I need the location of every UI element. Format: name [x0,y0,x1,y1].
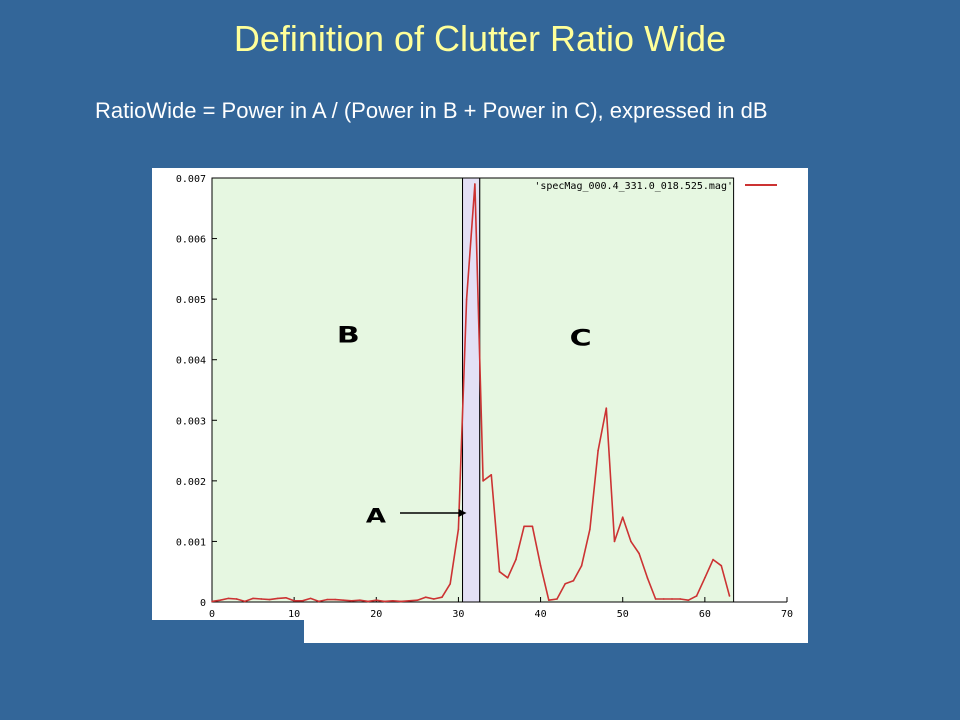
series-point [597,449,599,452]
legend: 'specMag_000.4_331.0_018.525.mag' [534,181,777,192]
series-point [408,599,410,602]
series-point [276,597,279,600]
series-point [285,596,287,599]
ticks: 0 10 20 30 40 50 60 70 0 0.001 0.002 0.003 0.004 0.00… [176,174,793,620]
series-point [342,599,345,601]
series-point [671,598,673,600]
series-point [432,598,435,600]
series-point [654,598,657,600]
x-tick-label: 50 [617,609,629,620]
series-point [309,597,312,600]
series-point [474,183,476,185]
series-point [695,595,698,597]
series-point [531,525,534,528]
region-label-c: C [570,325,592,351]
series-point [465,298,468,300]
legend-entry-label: 'specMag_000.4_331.0_018.525.mag' [534,181,733,192]
series-point [539,564,542,567]
series-point [375,599,378,601]
series-point [687,599,690,601]
x-tick-label: 30 [452,609,464,620]
series-point [589,528,591,531]
y-tick-label: 0.006 [176,235,206,246]
x-tick-label: 60 [699,609,711,620]
series-point [424,596,427,598]
series-point [662,598,665,600]
x-tick-label: 0 [209,609,215,620]
series-point [712,558,714,561]
series-point [244,600,246,603]
annotation-a-label: A [366,506,386,528]
series-point [301,599,304,602]
series-point [613,540,616,543]
series-point [219,599,222,601]
series-point [490,474,493,476]
slide-subtitle: RatioWide = Power in A / (Power in B + P… [95,98,768,123]
series-point [679,598,682,600]
series-point [457,528,460,531]
series-point [704,576,706,579]
series-point [630,540,632,543]
y-tick-label: 0.007 [176,174,206,185]
series-point [317,600,320,603]
series-point [564,583,567,585]
x-tick-label: 40 [535,609,547,620]
y-tick-label: 0 [200,598,206,609]
y-tick-label: 0.004 [176,356,206,367]
region-b [211,177,464,603]
series-point [383,600,386,603]
series-point [416,599,419,601]
axes [211,178,787,603]
series-point [638,552,640,555]
series-point [334,598,337,601]
series-point [515,558,517,561]
region-label-b: B [337,322,362,348]
series-point [293,599,295,602]
y-tick-label: 0.002 [176,477,206,488]
annotation-arrow-head [458,509,467,517]
region-c [479,177,735,603]
slide-title: Definition of Clutter Ratio Wide [233,18,727,59]
region-labels: B C A [337,322,592,527]
y-tick-label: 0.003 [176,416,206,427]
series-point [400,600,402,603]
series-point [556,598,558,600]
series-point [572,580,575,582]
series-point [268,598,271,601]
series-point [523,525,525,528]
series-point [506,576,509,579]
x-tick-label: 70 [781,609,793,620]
series-point [227,597,230,600]
series-point [449,583,452,585]
series-line-0 [211,183,731,603]
series-point [350,599,353,602]
series-point [728,595,731,597]
series-point [359,599,361,601]
series-point [498,570,501,573]
x-tick-label: 20 [370,609,382,620]
series-point [547,599,550,601]
y-tick-label: 0.005 [176,295,206,306]
regions [211,177,735,603]
series-point [621,516,624,518]
series-point [646,576,649,579]
series-point [482,480,484,482]
series-point [260,598,263,600]
y-tick-label: 0.001 [176,537,206,548]
chart-panel-lower [304,620,808,643]
series-point [367,600,369,603]
series-point [720,564,723,567]
series-point [235,598,238,600]
series-point [252,597,254,600]
series-point [605,407,608,409]
series-point [211,600,213,603]
series-point [391,599,394,602]
series-point [326,598,328,601]
series-point [441,596,443,598]
series-group [211,183,731,603]
x-tick-label: 10 [288,609,300,620]
series-point [580,564,583,567]
